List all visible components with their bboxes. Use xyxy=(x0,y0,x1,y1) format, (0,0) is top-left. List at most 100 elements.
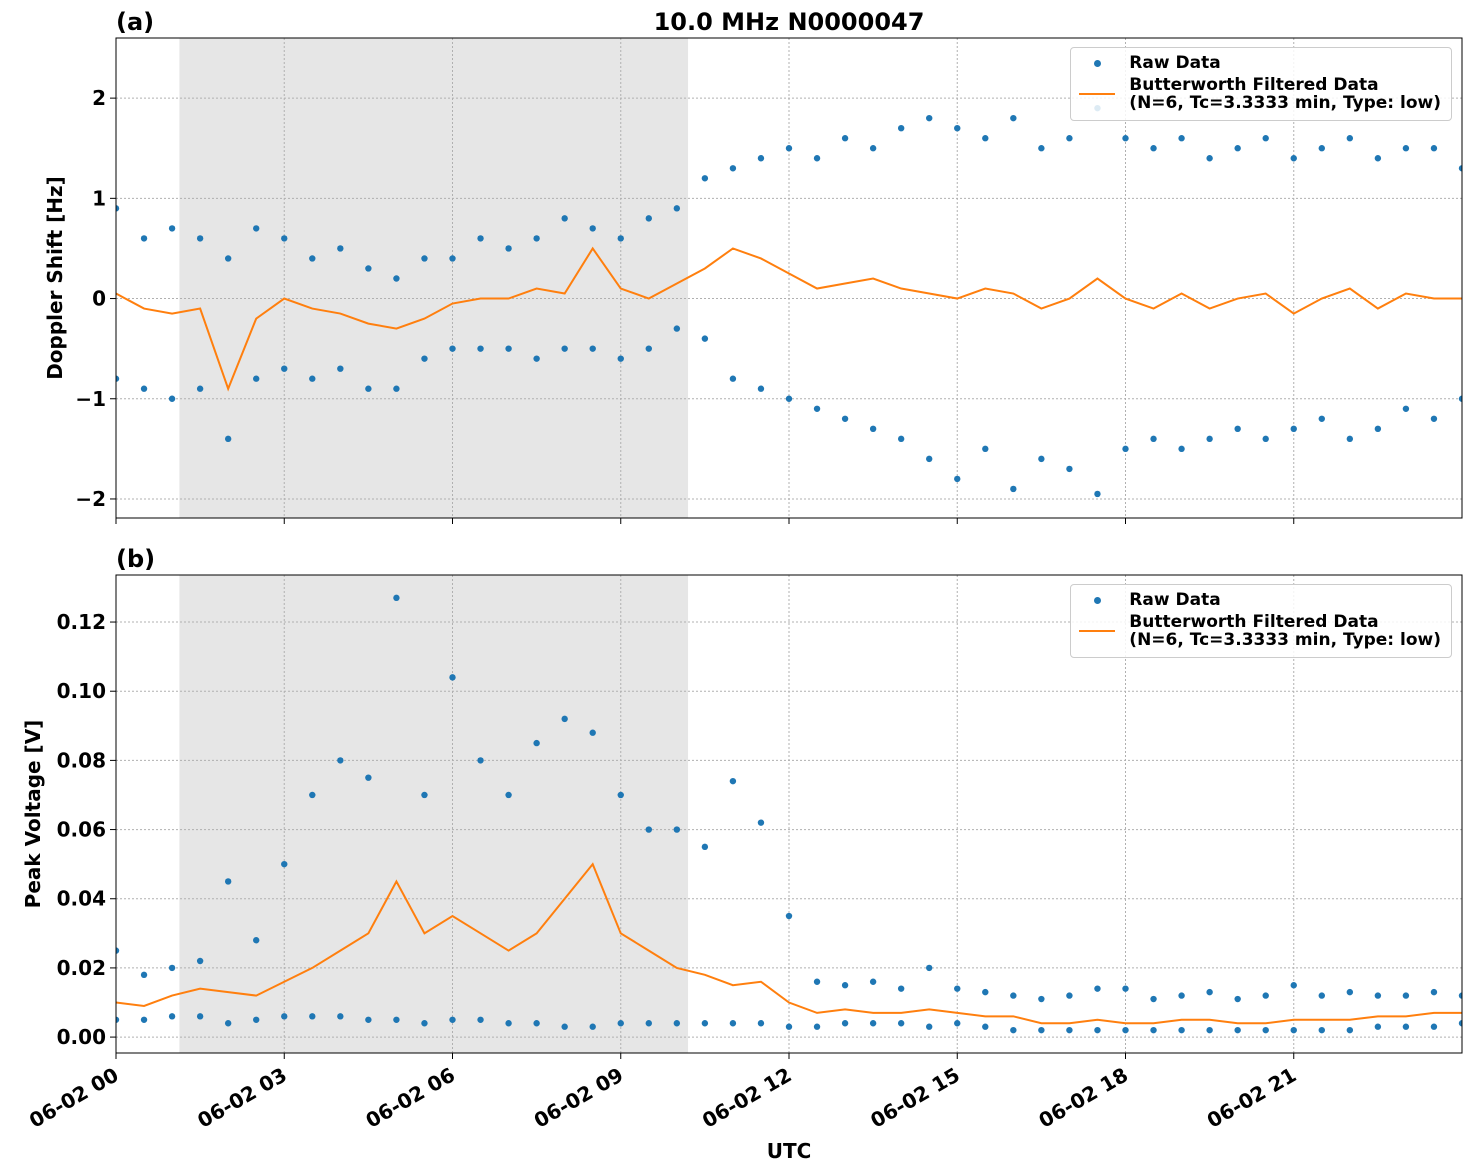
y-tick-label: 0.08 xyxy=(57,748,106,772)
raw-point xyxy=(1374,1023,1382,1030)
raw-point xyxy=(1374,425,1382,433)
x-tick-label: 06-02 06 xyxy=(361,1063,459,1133)
raw-point xyxy=(589,225,596,232)
legend-line xyxy=(1079,93,1116,95)
raw-point xyxy=(841,135,849,142)
raw-point xyxy=(1122,1026,1129,1034)
raw-point xyxy=(421,255,428,262)
raw-point xyxy=(813,1023,821,1030)
x-tick-label: 06-02 18 xyxy=(1034,1063,1132,1133)
raw-point xyxy=(673,205,681,212)
legend-entry: Butterworth Filtered Data (N=6, Tc=3.333… xyxy=(1077,611,1441,651)
raw-point xyxy=(1206,1026,1213,1034)
raw-point xyxy=(673,1020,681,1027)
raw-point xyxy=(533,235,540,242)
raw-point xyxy=(926,455,933,463)
axes-frame xyxy=(115,37,1463,519)
raw-point xyxy=(1290,1026,1297,1034)
raw-point xyxy=(1178,1026,1185,1034)
raw-point xyxy=(897,435,905,443)
raw-point xyxy=(281,235,288,242)
raw-point xyxy=(393,385,400,392)
raw-point xyxy=(1290,982,1297,989)
raw-point xyxy=(393,275,400,282)
raw-point xyxy=(1290,425,1297,433)
raw-point xyxy=(869,1020,877,1027)
raw-point xyxy=(729,1020,737,1027)
raw-point xyxy=(1150,145,1157,152)
raw-point xyxy=(1458,992,1462,999)
raw-point xyxy=(729,165,737,172)
raw-point xyxy=(617,1020,624,1027)
raw-point xyxy=(281,860,288,868)
raw-point xyxy=(421,791,428,799)
x-tick-label: 06-02 03 xyxy=(193,1063,291,1133)
raw-point xyxy=(309,791,316,799)
raw-point xyxy=(645,215,652,222)
x-tick-label: 06-02 15 xyxy=(866,1063,964,1133)
raw-point xyxy=(1066,135,1073,142)
raw-point xyxy=(982,1023,989,1030)
raw-point xyxy=(1430,415,1438,422)
raw-point xyxy=(1346,135,1354,142)
raw-point xyxy=(168,395,176,402)
raw-point xyxy=(1430,145,1438,152)
raw-point xyxy=(757,1020,765,1027)
raw-point xyxy=(645,1020,652,1027)
raw-point xyxy=(1066,465,1073,473)
raw-point xyxy=(505,245,512,252)
raw-point xyxy=(1402,405,1410,412)
raw-point xyxy=(1430,1023,1438,1030)
raw-point xyxy=(617,235,624,242)
panel-label: (a) xyxy=(116,8,154,36)
legend-label: Butterworth Filtered Data (N=6, Tc=3.333… xyxy=(1129,612,1441,650)
raw-point xyxy=(1430,988,1438,996)
raw-point xyxy=(309,375,316,382)
raw-point xyxy=(1066,1026,1073,1034)
raw-point xyxy=(1346,435,1354,443)
raw-point xyxy=(1374,992,1382,999)
plot-area xyxy=(116,104,1462,498)
raw-point xyxy=(982,988,989,996)
raw-point xyxy=(168,964,176,972)
raw-point xyxy=(617,355,624,362)
raw-point xyxy=(365,265,372,272)
y-tick-label: 2 xyxy=(92,86,106,110)
raw-point xyxy=(617,791,624,799)
raw-point xyxy=(309,255,316,262)
raw-point xyxy=(869,145,877,152)
y-tick-label: 0.06 xyxy=(57,818,106,842)
raw-point xyxy=(841,982,849,989)
raw-point xyxy=(116,375,120,382)
y-tick-label: −2 xyxy=(75,487,106,511)
raw-point xyxy=(673,325,681,332)
raw-point xyxy=(224,1020,232,1027)
x-tick-label: 06-02 09 xyxy=(530,1063,628,1133)
raw-point xyxy=(253,1016,260,1023)
raw-point xyxy=(785,395,793,402)
raw-point xyxy=(140,235,148,242)
raw-point xyxy=(1318,1026,1325,1034)
y-tick-label: 1 xyxy=(92,186,106,210)
raw-point xyxy=(1178,445,1185,453)
raw-point xyxy=(645,345,652,352)
raw-point xyxy=(140,385,148,392)
raw-point xyxy=(589,345,596,352)
raw-point xyxy=(1346,988,1354,996)
raw-point xyxy=(1150,1026,1157,1034)
raw-point xyxy=(1402,1023,1410,1030)
raw-point xyxy=(337,245,344,252)
raw-point xyxy=(253,937,260,944)
legend-key xyxy=(1077,53,1117,73)
raw-point xyxy=(224,878,232,885)
raw-point xyxy=(841,1020,849,1027)
raw-point xyxy=(253,225,260,232)
raw-point xyxy=(168,225,176,232)
raw-point xyxy=(1066,992,1073,999)
y-tick-label: 0.10 xyxy=(57,679,106,703)
raw-point xyxy=(533,739,540,747)
raw-point xyxy=(701,175,709,182)
raw-point xyxy=(393,1016,400,1023)
raw-point xyxy=(1178,135,1185,142)
